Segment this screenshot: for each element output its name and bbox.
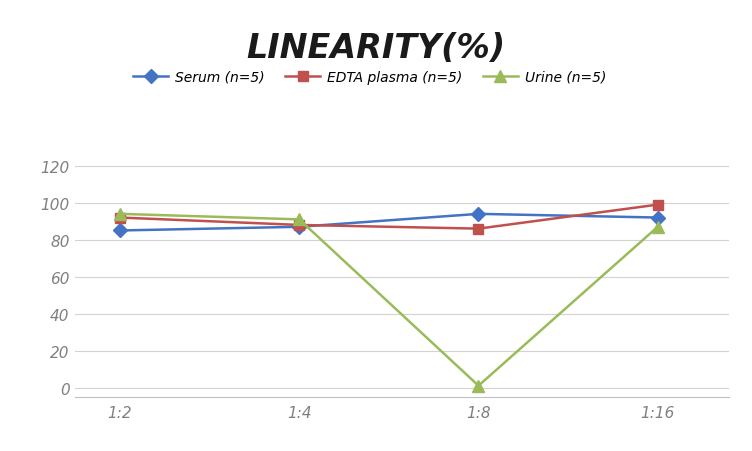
- Text: LINEARITY(%): LINEARITY(%): [247, 32, 505, 64]
- Line: Serum (n=5): Serum (n=5): [115, 210, 663, 236]
- EDTA plasma (n=5): [295, 223, 304, 228]
- EDTA plasma (n=5): [474, 226, 483, 232]
- Urine (n=5): [295, 217, 304, 223]
- Urine (n=5): [653, 225, 663, 230]
- Line: Urine (n=5): Urine (n=5): [114, 209, 663, 391]
- Urine (n=5): [116, 212, 125, 217]
- Serum (n=5): [295, 225, 304, 230]
- Legend: Serum (n=5), EDTA plasma (n=5), Urine (n=5): Serum (n=5), EDTA plasma (n=5), Urine (n…: [133, 70, 606, 84]
- EDTA plasma (n=5): [653, 202, 663, 208]
- Urine (n=5): [474, 383, 483, 388]
- Line: EDTA plasma (n=5): EDTA plasma (n=5): [115, 200, 663, 234]
- Serum (n=5): [116, 228, 125, 234]
- Serum (n=5): [474, 212, 483, 217]
- Serum (n=5): [653, 216, 663, 221]
- EDTA plasma (n=5): [116, 216, 125, 221]
